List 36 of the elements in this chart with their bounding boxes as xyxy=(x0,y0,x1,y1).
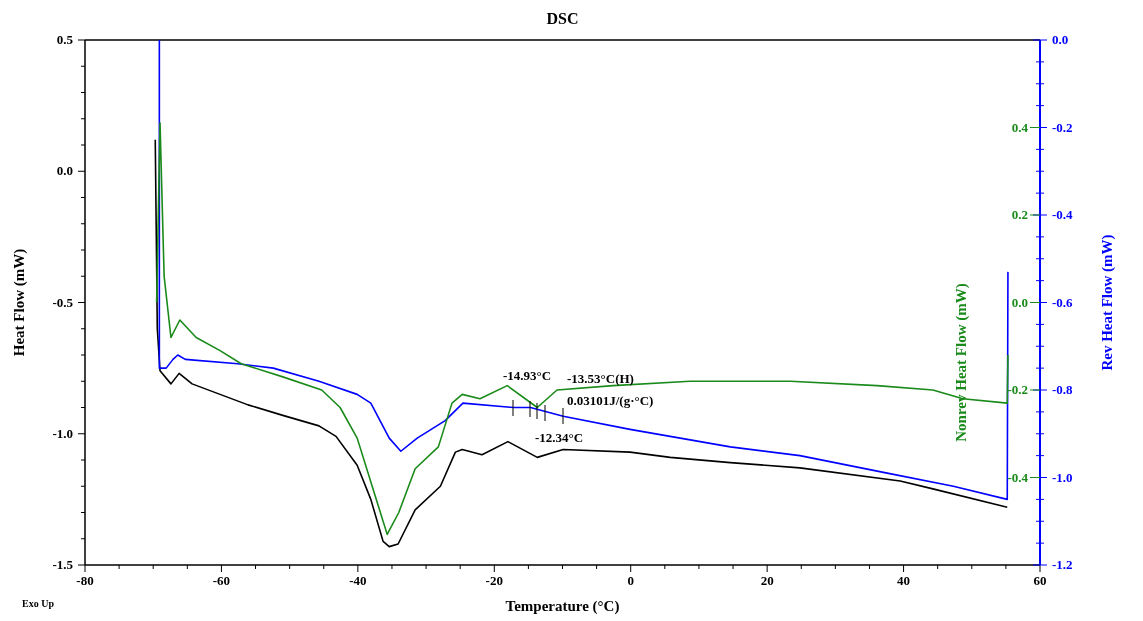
x-tick-label: 40 xyxy=(897,573,911,588)
y2-tick-label: -0.2 xyxy=(1007,382,1028,397)
annotation: -12.34°C xyxy=(534,430,584,445)
x-tick-label: 60 xyxy=(1033,573,1047,588)
y-tick-label: -0.5 xyxy=(52,294,74,310)
x-tick-label: 0 xyxy=(627,573,634,588)
x-axis-title: Temperature (°C) xyxy=(505,598,620,615)
text: Exo Up xyxy=(22,598,55,609)
y3-tick-label: -0.6 xyxy=(1052,294,1074,310)
y2-tick-label: 0.2 xyxy=(1011,207,1028,222)
y3-axis-title: Rev Heat Flow (mW) xyxy=(1099,234,1116,371)
annotation: -13.53°C(H) xyxy=(567,371,634,386)
annotation: 0.03101J/(g·°C) xyxy=(567,393,654,408)
y-tick-label: 0.5 xyxy=(56,32,74,47)
y2-tick-label: 0.4 xyxy=(1011,119,1029,135)
y-tick-label: -1.5 xyxy=(52,557,74,572)
y3-tick-label: -1.2 xyxy=(1052,557,1073,572)
y3-tick-label: -0.4 xyxy=(1052,207,1074,222)
line-series xyxy=(158,39,1009,501)
x-tick-label: -80 xyxy=(76,573,94,588)
y3-tick-label: -1.0 xyxy=(1052,469,1073,485)
y2-tick-label: -0.4 xyxy=(1007,469,1029,485)
y3-tick-label: 0.0 xyxy=(1052,32,1069,47)
chart-title: DSC xyxy=(546,10,579,27)
y-axis-title: Heat Flow (mW) xyxy=(11,248,28,357)
x-tick-label: 20 xyxy=(760,573,774,588)
y3-tick-label: -0.2 xyxy=(1052,119,1073,135)
y-tick-label: -1.0 xyxy=(52,425,73,441)
y2-tick-label: 0.0 xyxy=(1011,294,1028,310)
annotation: -14.93°C xyxy=(502,368,552,383)
x-tick-label: -40 xyxy=(349,573,367,588)
x-tick-label: -20 xyxy=(485,573,503,588)
y3-tick-label: -0.8 xyxy=(1052,382,1074,397)
y-tick-label: 0.0 xyxy=(56,163,73,179)
x-tick-label: -60 xyxy=(212,573,231,588)
y2-axis-title: Nonrev Heat Flow (mW) xyxy=(953,283,970,442)
